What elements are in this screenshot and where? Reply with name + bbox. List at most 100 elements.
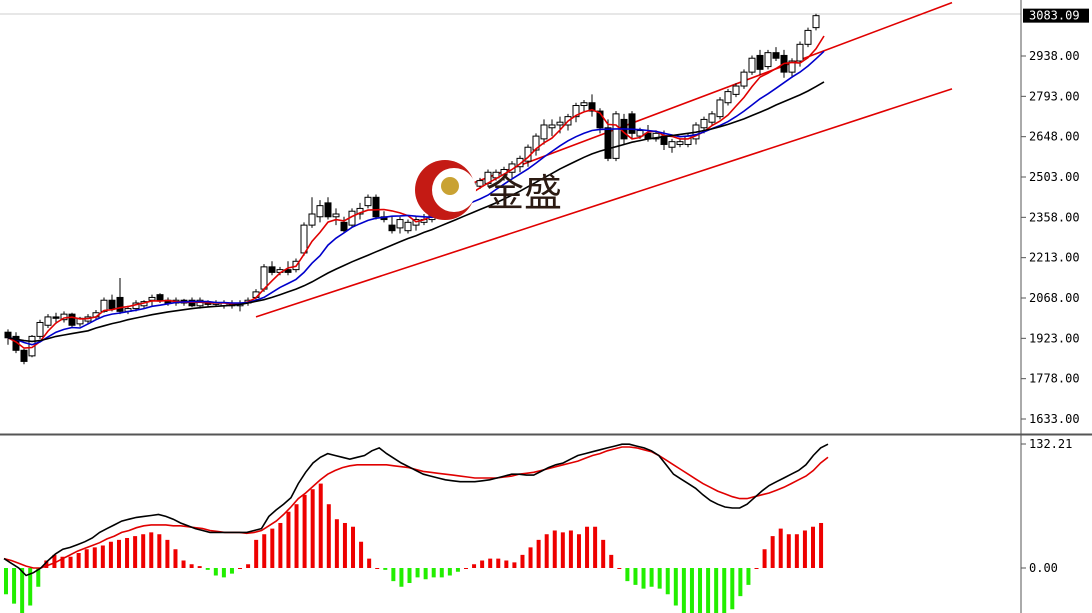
price-tick-label: 1923.00 xyxy=(1029,331,1080,345)
candle-body xyxy=(700,118,708,129)
candle xyxy=(220,300,228,309)
candle-body xyxy=(588,102,596,112)
candle-body xyxy=(804,29,812,45)
candle xyxy=(804,27,812,48)
macd-histogram-bar xyxy=(472,564,477,568)
macd-histogram-bar xyxy=(125,537,130,568)
macd-histogram-bar xyxy=(229,568,234,574)
candle xyxy=(772,47,780,62)
macd-histogram-bar xyxy=(730,568,735,610)
candle-body xyxy=(148,296,156,301)
candle xyxy=(20,348,28,365)
candle-body xyxy=(108,299,116,310)
macd-histogram-bar xyxy=(794,534,799,568)
candle-body xyxy=(740,71,748,87)
candle xyxy=(364,194,372,209)
candle-body xyxy=(284,269,292,273)
price-tick-label: 1633.00 xyxy=(1029,412,1080,426)
macd-histogram-bar xyxy=(520,554,525,568)
macd-histogram-bar xyxy=(681,568,686,613)
macd-histogram-bar xyxy=(665,568,670,595)
candle xyxy=(372,194,380,220)
macd-histogram-bar xyxy=(399,568,404,587)
price-pane xyxy=(4,1,953,365)
macd-histogram-bar xyxy=(407,568,412,584)
macd-histogram-bar xyxy=(706,568,711,613)
candle xyxy=(612,111,620,162)
candle-body xyxy=(556,121,564,126)
macd-histogram-bar xyxy=(133,536,138,568)
macd-pane xyxy=(3,443,829,613)
candle-body xyxy=(796,43,804,62)
candle-body xyxy=(36,321,44,337)
candle xyxy=(108,294,116,312)
macd-histogram-bar xyxy=(189,564,194,568)
candle xyxy=(756,49,764,75)
candle xyxy=(332,208,340,226)
candle xyxy=(716,97,724,120)
candle-body xyxy=(340,221,348,232)
candle-body xyxy=(20,349,28,362)
candle-body xyxy=(188,299,196,307)
macd-histogram-bar xyxy=(52,554,57,568)
macd-histogram-bar xyxy=(318,483,323,568)
candle-body xyxy=(708,113,716,123)
macd-histogram-bar xyxy=(722,568,727,613)
macd-histogram-bar xyxy=(221,568,226,578)
macd-histogram-bar xyxy=(601,539,606,568)
candle-body xyxy=(516,157,524,168)
candle-body xyxy=(636,130,644,137)
ma-20-line xyxy=(7,81,825,343)
macd-histogram-bar xyxy=(351,526,356,568)
macd-histogram-bar xyxy=(286,511,291,568)
macd-line xyxy=(3,443,829,577)
macd-histogram-bar xyxy=(770,536,775,568)
candle-body xyxy=(572,105,580,118)
macd-histogram-bar xyxy=(141,534,146,568)
macd-histogram-bar xyxy=(423,568,428,580)
macd-histogram-bar xyxy=(762,549,767,568)
candle-body xyxy=(260,266,268,290)
price-tick-label: 2938.00 xyxy=(1029,49,1080,63)
macd-histogram-bar xyxy=(415,568,420,578)
candle xyxy=(412,216,420,231)
candle-body xyxy=(628,113,636,134)
candle xyxy=(52,312,60,324)
candle-body xyxy=(4,331,12,339)
macd-histogram-bar xyxy=(108,541,113,568)
macd-histogram-bar xyxy=(689,568,694,613)
candle-body xyxy=(372,196,380,218)
macd-histogram-bar xyxy=(270,528,275,568)
macd-histogram-bar xyxy=(262,534,267,568)
macd-histogram-bar xyxy=(181,560,186,568)
candle-body xyxy=(724,91,732,104)
price-tick-label: 2503.00 xyxy=(1029,170,1080,184)
candle xyxy=(36,319,44,340)
candle xyxy=(324,197,332,220)
macd-histogram-bar xyxy=(60,556,65,568)
candle xyxy=(676,138,684,148)
candle-body xyxy=(300,224,308,254)
candle xyxy=(748,55,756,75)
candle xyxy=(740,69,748,89)
candle xyxy=(236,300,244,312)
candle xyxy=(764,49,772,70)
macd-histogram-bar xyxy=(786,534,791,568)
macd-histogram-bar xyxy=(12,568,17,604)
macd-histogram-bar xyxy=(576,534,581,568)
macd-histogram-bar xyxy=(496,558,501,568)
price-tick-label: 1778.00 xyxy=(1029,372,1080,386)
candle xyxy=(44,314,52,329)
macd-histogram-bar xyxy=(552,530,557,568)
candle xyxy=(340,216,348,234)
macd-histogram-bar xyxy=(205,568,210,570)
macd-histogram-bar xyxy=(173,549,178,568)
candle xyxy=(604,119,612,162)
candle xyxy=(588,94,596,117)
macd-histogram-bar xyxy=(359,541,364,568)
macd-histogram-bar xyxy=(431,568,436,578)
candle-body xyxy=(612,113,620,159)
candle-body xyxy=(44,316,52,326)
macd-histogram-bar xyxy=(585,526,590,568)
candle xyxy=(572,102,580,123)
